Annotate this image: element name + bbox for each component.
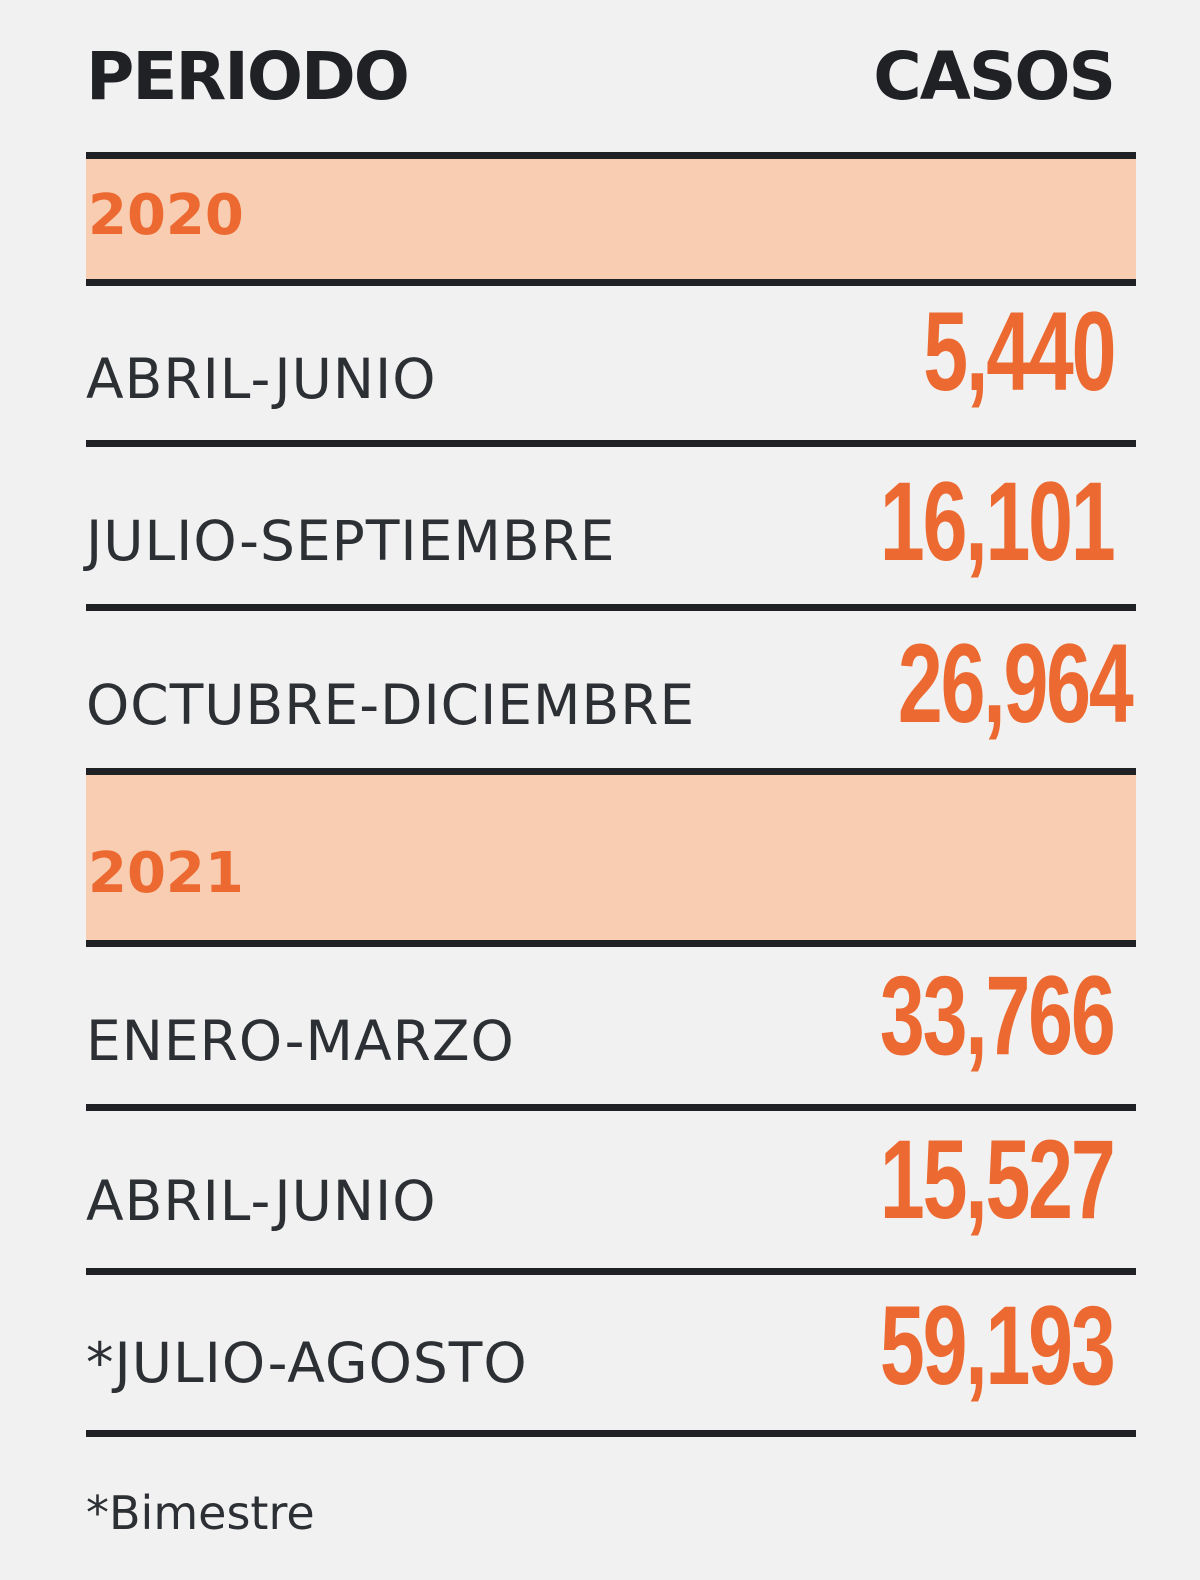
column-header-period: PERIODO [86, 38, 410, 115]
cases-value: 15,527 [880, 1117, 1116, 1242]
row-divider [86, 279, 1136, 286]
cases-value: 33,766 [880, 953, 1116, 1078]
footnote: *Bimestre [86, 1486, 315, 1540]
cases-value: 59,193 [880, 1283, 1116, 1408]
cases-value: 16,101 [880, 459, 1116, 584]
period-label: ENERO-MARZO [86, 1009, 515, 1073]
row-divider [86, 604, 1136, 611]
row-divider [86, 940, 1136, 947]
period-label: OCTUBRE-DICIEMBRE [86, 673, 696, 737]
year-label-2021: 2021 [88, 841, 244, 906]
cases-value: 5,440 [922, 289, 1116, 414]
row-divider [86, 768, 1136, 775]
year-band-2020 [86, 159, 1136, 279]
period-label: JULIO-SEPTIEMBRE [86, 509, 616, 573]
year-band-2021 [86, 775, 1136, 940]
period-label: ABRIL-JUNIO [86, 1169, 437, 1233]
column-header-cases: CASOS [873, 38, 1116, 115]
table-bottom-rule [86, 1430, 1136, 1437]
year-label-2020: 2020 [88, 183, 244, 248]
row-divider [86, 1104, 1136, 1111]
period-label: *JULIO-AGOSTO [86, 1331, 528, 1395]
cases-table: PERIODO CASOS 2020 ABRIL-JUNIO 5,440 JUL… [86, 0, 1136, 1580]
cases-value: 26,964 [898, 621, 1134, 746]
period-label: ABRIL-JUNIO [86, 347, 437, 411]
header-rule [86, 152, 1136, 159]
row-divider [86, 440, 1136, 447]
row-divider [86, 1268, 1136, 1275]
